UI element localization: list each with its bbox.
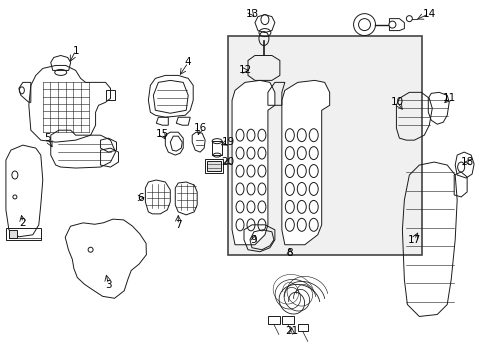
Ellipse shape (236, 201, 244, 213)
Text: 7: 7 (175, 220, 181, 230)
Text: 4: 4 (184, 58, 191, 67)
Ellipse shape (308, 147, 318, 159)
Ellipse shape (297, 183, 305, 195)
Text: 13: 13 (245, 9, 258, 19)
Ellipse shape (246, 219, 254, 231)
Ellipse shape (297, 147, 305, 159)
Ellipse shape (258, 201, 265, 213)
Polygon shape (281, 80, 329, 245)
Text: 5: 5 (44, 133, 51, 143)
Ellipse shape (285, 147, 294, 159)
Polygon shape (232, 80, 274, 245)
Ellipse shape (258, 147, 265, 159)
Ellipse shape (308, 129, 318, 141)
Bar (6, 228, 41, 240)
Ellipse shape (297, 219, 305, 231)
Ellipse shape (285, 129, 294, 141)
Bar (212, 141, 222, 155)
Ellipse shape (236, 219, 244, 231)
Text: 3: 3 (105, 280, 112, 289)
Ellipse shape (236, 129, 244, 141)
Bar (281, 316, 293, 324)
Ellipse shape (258, 165, 265, 177)
Ellipse shape (358, 19, 370, 31)
Text: 1: 1 (72, 45, 79, 55)
Text: 17: 17 (407, 235, 420, 245)
Text: 19: 19 (221, 137, 234, 147)
Bar (205, 159, 223, 173)
Text: 12: 12 (238, 66, 251, 76)
Bar (297, 324, 307, 332)
Ellipse shape (388, 21, 395, 28)
Ellipse shape (246, 165, 254, 177)
Ellipse shape (236, 165, 244, 177)
Ellipse shape (285, 183, 294, 195)
Bar (227, 36, 422, 255)
Text: 11: 11 (442, 93, 455, 103)
Text: 14: 14 (422, 9, 435, 19)
Text: 20: 20 (221, 157, 234, 167)
Ellipse shape (297, 129, 305, 141)
Ellipse shape (297, 201, 305, 213)
Ellipse shape (258, 219, 265, 231)
Ellipse shape (246, 201, 254, 213)
Ellipse shape (308, 183, 318, 195)
Text: 21: 21 (285, 327, 298, 336)
Bar (9, 230, 17, 238)
Bar (207, 161, 221, 171)
Ellipse shape (246, 129, 254, 141)
Text: 6: 6 (137, 193, 143, 203)
Ellipse shape (246, 183, 254, 195)
Text: 15: 15 (155, 129, 168, 139)
Text: 18: 18 (460, 157, 473, 167)
Text: 16: 16 (193, 123, 206, 133)
Ellipse shape (258, 129, 265, 141)
Ellipse shape (285, 165, 294, 177)
Bar (267, 316, 279, 324)
Ellipse shape (308, 165, 318, 177)
Text: 8: 8 (286, 248, 292, 258)
Ellipse shape (236, 183, 244, 195)
Ellipse shape (308, 201, 318, 213)
Text: 9: 9 (250, 235, 257, 245)
Ellipse shape (258, 183, 265, 195)
Text: 10: 10 (390, 97, 403, 107)
Text: 2: 2 (20, 218, 26, 228)
Ellipse shape (308, 219, 318, 231)
Ellipse shape (236, 147, 244, 159)
Ellipse shape (285, 219, 294, 231)
Ellipse shape (285, 201, 294, 213)
Ellipse shape (246, 147, 254, 159)
Ellipse shape (297, 165, 305, 177)
